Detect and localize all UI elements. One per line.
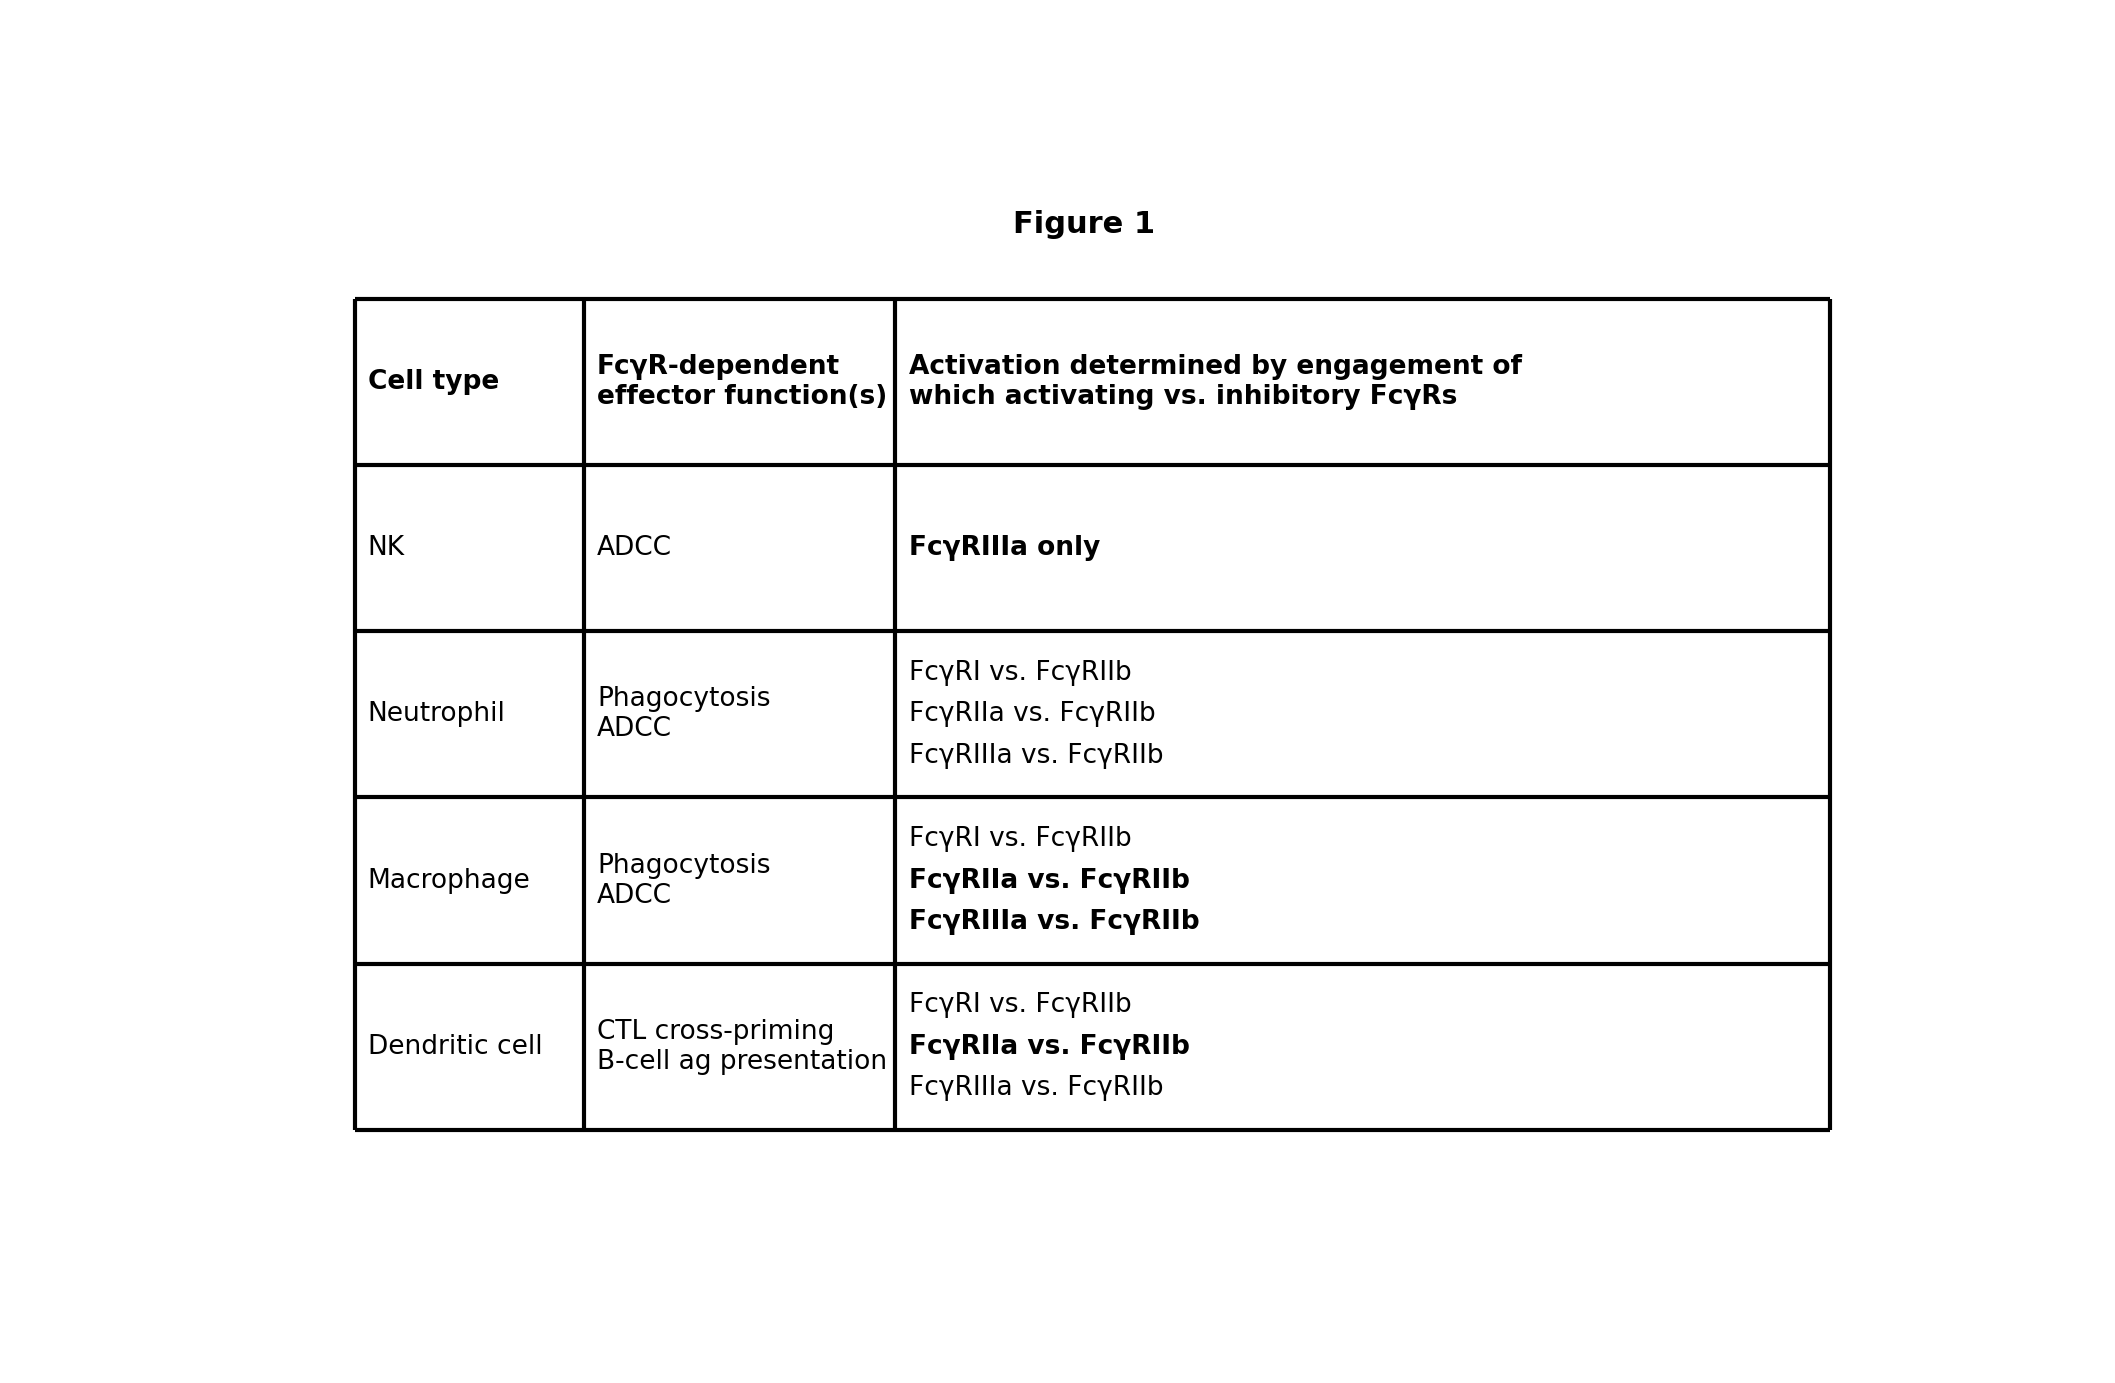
Text: Neutrophil: Neutrophil xyxy=(368,701,505,727)
Text: Phagocytosis
ADCC: Phagocytosis ADCC xyxy=(596,852,770,909)
Text: FcγRIIa vs. FcγRIIb: FcγRIIa vs. FcγRIIb xyxy=(909,1033,1189,1059)
Text: Phagocytosis
ADCC: Phagocytosis ADCC xyxy=(596,686,770,743)
Text: Figure 1: Figure 1 xyxy=(1013,210,1155,239)
Text: FcγRI vs. FcγRIIb: FcγRI vs. FcγRIIb xyxy=(909,826,1132,852)
Text: CTL cross-priming
B-cell ag presentation: CTL cross-priming B-cell ag presentation xyxy=(596,1019,886,1075)
Text: FcγRIIIa vs. FcγRIIb: FcγRIIIa vs. FcγRIIb xyxy=(909,909,1199,935)
Text: FcγRIIIa vs. FcγRIIb: FcγRIIIa vs. FcγRIIb xyxy=(909,1075,1163,1101)
Text: Activation determined by engagement of
which activating vs. inhibitory FcγRs: Activation determined by engagement of w… xyxy=(909,354,1521,411)
Text: Dendritic cell: Dendritic cell xyxy=(368,1033,541,1059)
Text: FcγR-dependent
effector function(s): FcγR-dependent effector function(s) xyxy=(596,354,888,411)
Text: Macrophage: Macrophage xyxy=(368,867,531,893)
Text: NK: NK xyxy=(368,535,404,561)
Text: FcγRIIa vs. FcγRIIb: FcγRIIa vs. FcγRIIb xyxy=(909,701,1155,727)
Text: FcγRI vs. FcγRIIb: FcγRI vs. FcγRIIb xyxy=(909,992,1132,1018)
Text: ADCC: ADCC xyxy=(596,535,673,561)
Text: FcγRI vs. FcγRIIb: FcγRI vs. FcγRIIb xyxy=(909,660,1132,686)
Text: FcγRIIIa only: FcγRIIIa only xyxy=(909,535,1100,561)
Text: FcγRIIIa vs. FcγRIIb: FcγRIIIa vs. FcγRIIb xyxy=(909,743,1163,769)
Text: Cell type: Cell type xyxy=(368,369,499,396)
Text: FcγRIIa vs. FcγRIIb: FcγRIIa vs. FcγRIIb xyxy=(909,867,1189,893)
